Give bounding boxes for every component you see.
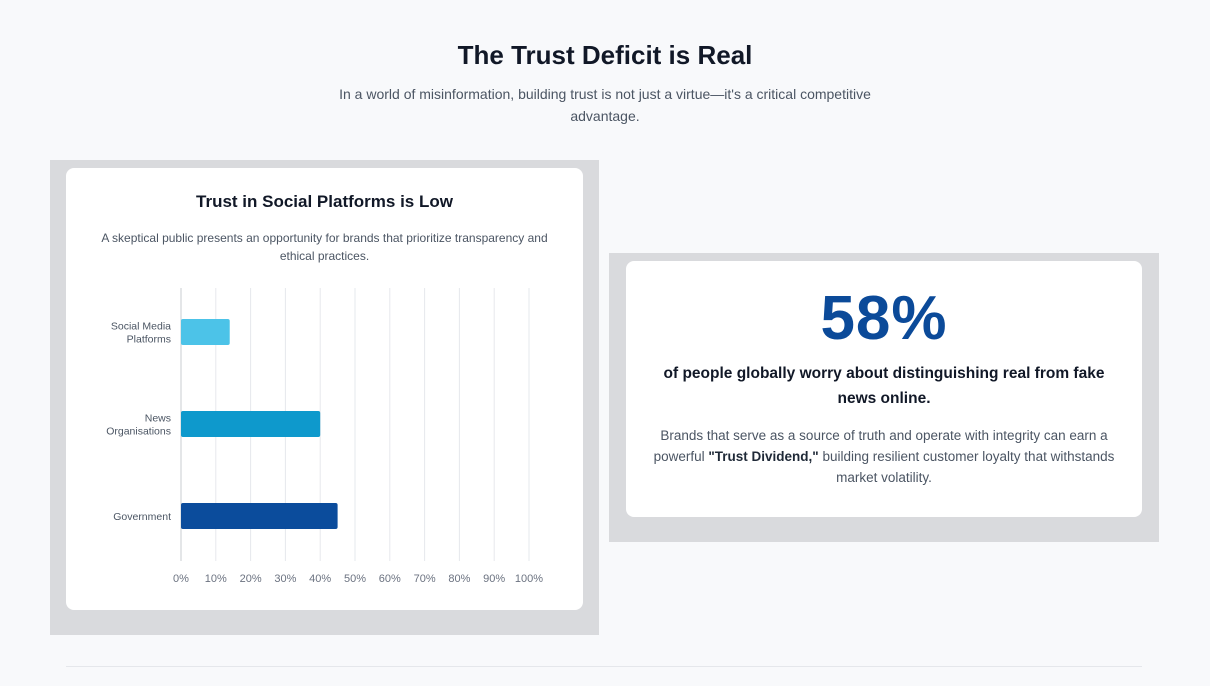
stat-body-text: Brands that serve as a source of truth a… — [653, 428, 1108, 464]
stat-value: 58% — [820, 284, 948, 353]
section-title: The Trust Deficit is Real — [457, 40, 753, 70]
stat-headline: of people globally worry about distingui… — [663, 365, 1105, 407]
chart-card: Trust in Social Platforms is Low A skept… — [66, 168, 583, 610]
category-label: News Organisations — [106, 413, 171, 438]
trust-dividend-emphasis: "Trust Dividend," — [708, 449, 819, 464]
x-tick-label: 50% — [344, 573, 366, 585]
stat-body: Brands that serve as a source of truth a… — [648, 425, 1120, 488]
chart-subtitle: A skeptical public presents an opportuni… — [101, 231, 548, 263]
x-tick-label: 40% — [309, 573, 331, 585]
x-tick-label: 70% — [414, 573, 436, 585]
x-tick-label: 80% — [448, 573, 470, 585]
stat-body-text-end: building resilient customer loyalty that… — [818, 449, 1115, 485]
x-tick-label: 30% — [274, 573, 296, 585]
section-subtitle: In a world of misinformation, building t… — [339, 86, 871, 124]
trust-bar-chart: 0% 10% 20% 30% 40% 50% 60% 70% 80% 90% 100% Social … — [106, 288, 543, 585]
chart-title: Trust in Social Platforms is Low — [196, 192, 453, 211]
category-label: Social Media Platforms — [111, 321, 171, 346]
stat-card: 58% of people globally worry about disti… — [626, 261, 1142, 517]
x-tick-label: 0% — [173, 573, 189, 585]
section-divider — [66, 666, 1142, 667]
x-tick-label: 90% — [483, 573, 505, 585]
x-tick-label: 60% — [379, 573, 401, 585]
category-label: Government — [113, 511, 171, 523]
bar[interactable] — [181, 319, 230, 345]
bar[interactable] — [181, 503, 338, 529]
x-tick-label: 20% — [240, 573, 262, 585]
x-tick-label: 100% — [515, 573, 543, 585]
x-tick-label: 10% — [205, 573, 227, 585]
bar[interactable] — [181, 411, 321, 437]
